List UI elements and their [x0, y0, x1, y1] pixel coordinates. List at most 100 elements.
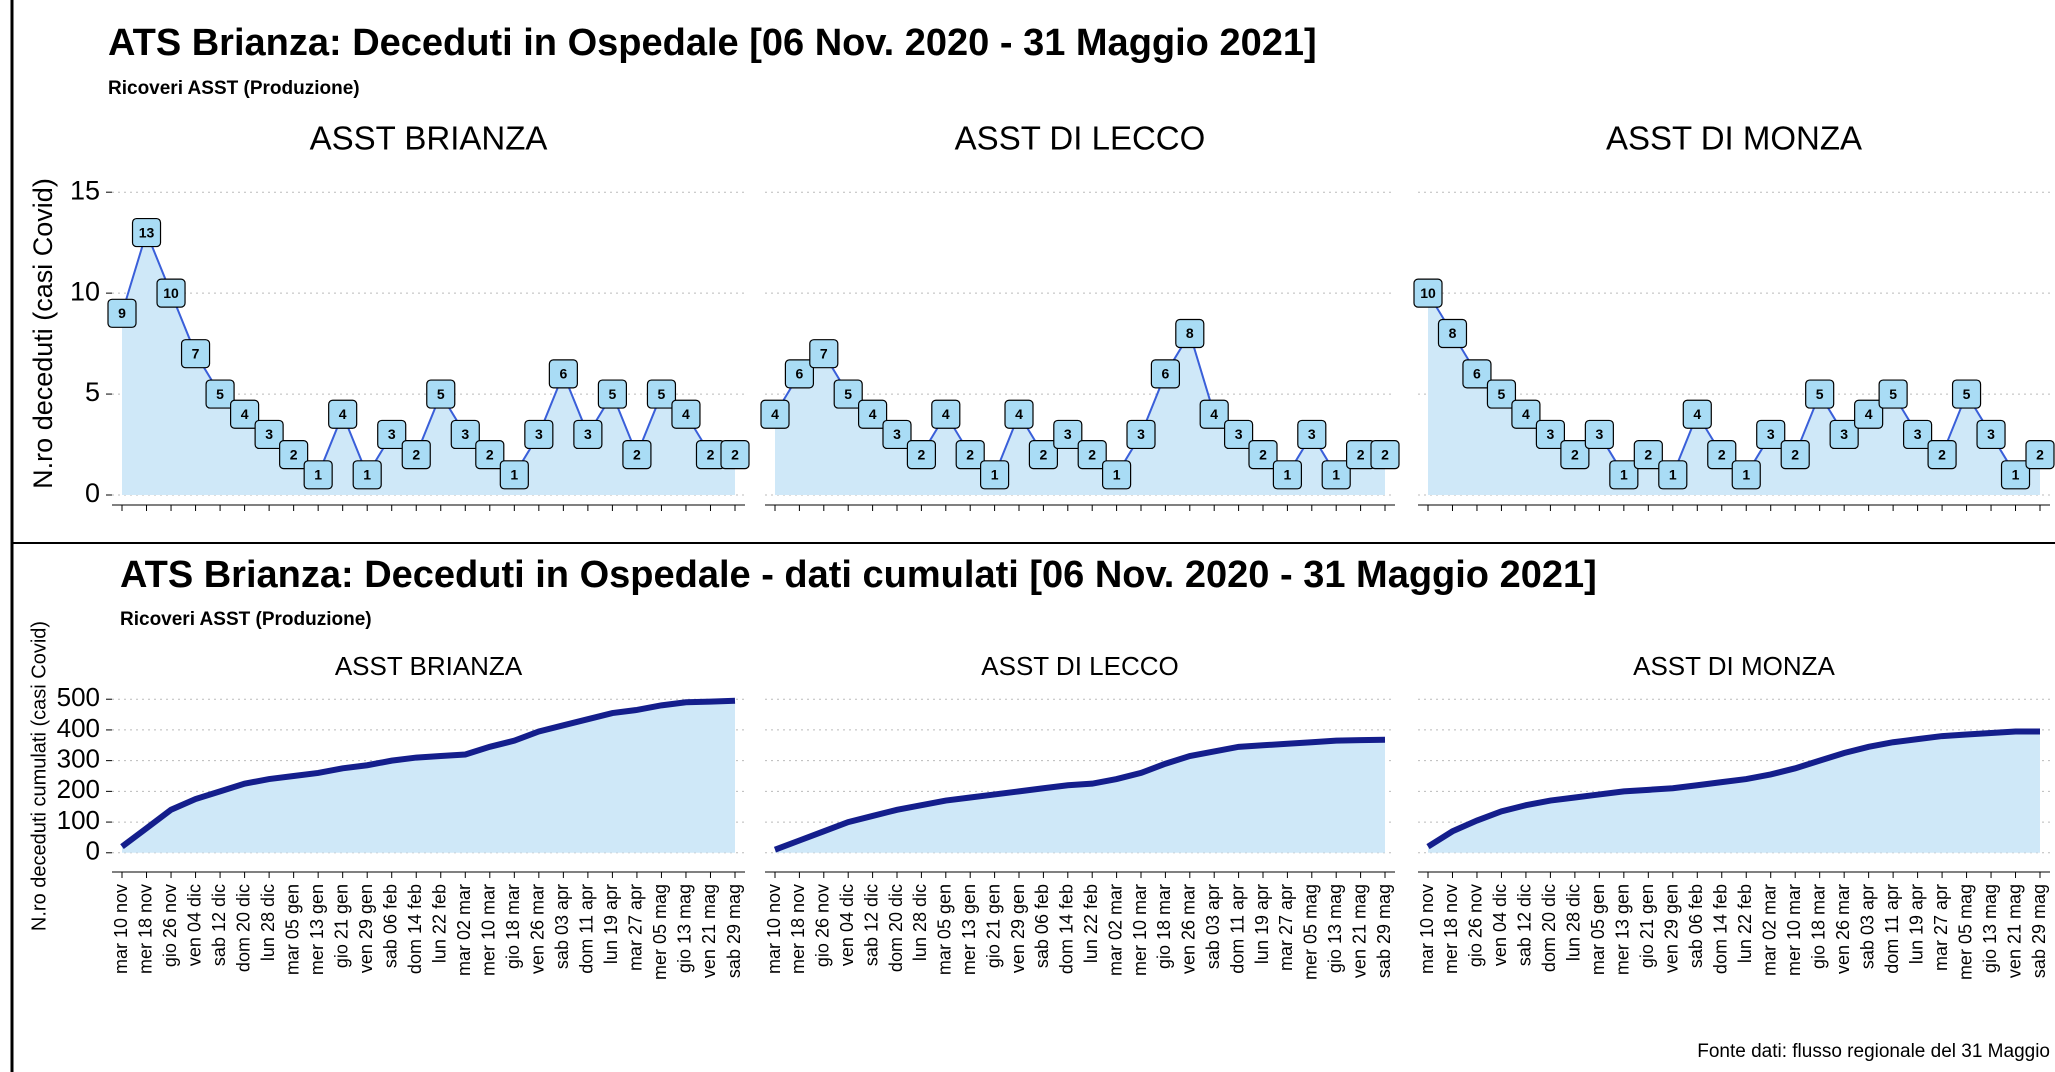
- data-label: 1: [1669, 467, 1677, 483]
- x-tick-label: mar 02 mar: [1105, 884, 1125, 976]
- data-label-box: [303, 460, 333, 490]
- x-tick-label: lun 22 feb: [1735, 884, 1755, 963]
- data-label-box: [377, 419, 407, 450]
- data-label-box: [2025, 440, 2055, 470]
- data-label: 1: [2012, 467, 2020, 483]
- series-line: [773, 736, 1386, 853]
- x-tick-label: gio 13 mag: [1980, 884, 2000, 973]
- x-tick-label: gio 18 mar: [1808, 884, 1828, 969]
- x-tick-label: lun 28 dic: [910, 884, 930, 961]
- data-label: 5: [658, 386, 666, 402]
- facet-title: ASST DI LECCO: [955, 120, 1206, 157]
- y-axis-label: N.ro deceduti (casi Covid): [28, 178, 58, 489]
- data-label: 2: [1357, 446, 1365, 462]
- data-label: 3: [388, 426, 396, 442]
- data-label-box: [1951, 379, 1982, 409]
- data-label: 1: [1113, 467, 1121, 483]
- data-label: 5: [1963, 386, 1971, 402]
- x-tick-label: dom 20 dic: [886, 884, 906, 972]
- data-label-box: [760, 399, 790, 429]
- chart-subtitle: Ricoveri ASST (Produzione): [120, 609, 372, 630]
- x-tick-label: sab 03 apr: [1203, 884, 1223, 969]
- chart-title: ATS Brianza: Deceduti in Ospedale - dati…: [120, 554, 1597, 596]
- x-tick-label: sab 12 dic: [1515, 884, 1535, 966]
- data-label: 2: [633, 446, 641, 462]
- chart-subtitle: Ricoveri ASST (Produzione): [108, 78, 360, 99]
- data-label: 1: [1284, 467, 1292, 483]
- data-label-box: [1248, 440, 1278, 470]
- data-label: 2: [707, 446, 715, 462]
- data-label: 10: [163, 285, 179, 301]
- x-tick-label: mar 27 apr: [1931, 884, 1951, 971]
- chart-title: ATS Brianza: Deceduti in Ospedale [06 No…: [108, 22, 1317, 64]
- x-tick-label: lun 28 dic: [258, 884, 278, 961]
- data-label: 2: [731, 446, 739, 462]
- data-label: 10: [1420, 285, 1436, 301]
- data-label: 4: [942, 406, 950, 422]
- data-label-box: [131, 217, 162, 248]
- x-tick-label: sab 06 feb: [380, 884, 400, 968]
- x-tick-label: sab 03 apr: [1857, 884, 1877, 969]
- source-note: Fonte dati: flusso regionale del 31 Magg…: [1697, 1041, 2050, 1062]
- y-tick-label: 0: [85, 478, 100, 508]
- data-label-box: [1584, 419, 1614, 450]
- facet-title: ASST DI LECCO: [981, 651, 1178, 681]
- x-tick-label: gio 21 gen: [331, 884, 351, 968]
- x-tick-label: sab 12 dic: [209, 884, 229, 966]
- data-label: 9: [118, 305, 126, 321]
- data-label-box: [1321, 460, 1351, 490]
- data-label: 1: [991, 467, 999, 483]
- x-tick-label: sab 29 mag: [724, 884, 744, 978]
- data-label-box: [180, 339, 211, 369]
- x-tick-label: gio 13 mag: [1325, 884, 1345, 973]
- data-label-box: [230, 399, 260, 429]
- x-tick-label: sab 29 mag: [2029, 884, 2049, 978]
- data-label: 5: [609, 386, 617, 402]
- x-tick-label: dom 11 apr: [1227, 884, 1247, 974]
- x-tick-label: gio 13 mag: [675, 884, 695, 973]
- x-tick-label: lun 19 apr: [1252, 884, 1272, 964]
- data-label-box: [1902, 419, 1933, 450]
- x-tick-label: mar 05 gen: [935, 884, 955, 975]
- x-tick-label: mer 18 nov: [788, 884, 808, 974]
- data-label-box: [1413, 278, 1443, 308]
- x-tick-label: gio 18 mar: [503, 884, 523, 969]
- data-label: 3: [1308, 426, 1316, 442]
- data-label-box: [1854, 399, 1884, 429]
- data-label: 4: [1015, 406, 1023, 422]
- data-label: 2: [1571, 446, 1579, 462]
- x-tick-label: mer 13 gen: [1613, 884, 1633, 975]
- data-label: 4: [1693, 406, 1701, 422]
- x-tick-label: mar 10 nov: [111, 884, 131, 974]
- data-label-box: [2000, 460, 2031, 490]
- data-label: 4: [1522, 406, 1530, 422]
- x-tick-label: mar 27 apr: [1276, 884, 1296, 971]
- data-label: 2: [1791, 446, 1799, 462]
- data-label: 4: [339, 406, 347, 422]
- facet-title: ASST BRIANZA: [335, 651, 523, 681]
- data-label: 2: [1718, 446, 1726, 462]
- data-label-box: [524, 419, 554, 450]
- x-tick-label: mer 13 gen: [959, 884, 979, 975]
- data-label-box: [646, 379, 677, 409]
- x-tick-label: mer 05 mag: [1955, 884, 1975, 980]
- data-label-box: [279, 440, 309, 470]
- x-tick-label: ven 04 dic: [1490, 884, 1510, 966]
- x-tick-label: ven 26 mar: [1833, 884, 1853, 974]
- data-label: 1: [363, 467, 371, 483]
- data-label-box: [328, 399, 358, 429]
- data-label-box: [1101, 460, 1132, 490]
- data-label-box: [671, 399, 701, 429]
- data-label-box: [857, 399, 888, 429]
- data-label: 1: [1742, 467, 1750, 483]
- data-label-box: [1223, 419, 1254, 450]
- x-tick-label: dom 14 feb: [405, 884, 425, 974]
- data-label-box: [107, 298, 137, 328]
- data-label-box: [1535, 419, 1566, 450]
- y-tick-label: 15: [70, 175, 100, 205]
- x-tick-label: sab 12 dic: [861, 884, 881, 966]
- x-tick-label: mar 10 nov: [1417, 884, 1437, 974]
- x-tick-label: ven 04 dic: [837, 884, 857, 966]
